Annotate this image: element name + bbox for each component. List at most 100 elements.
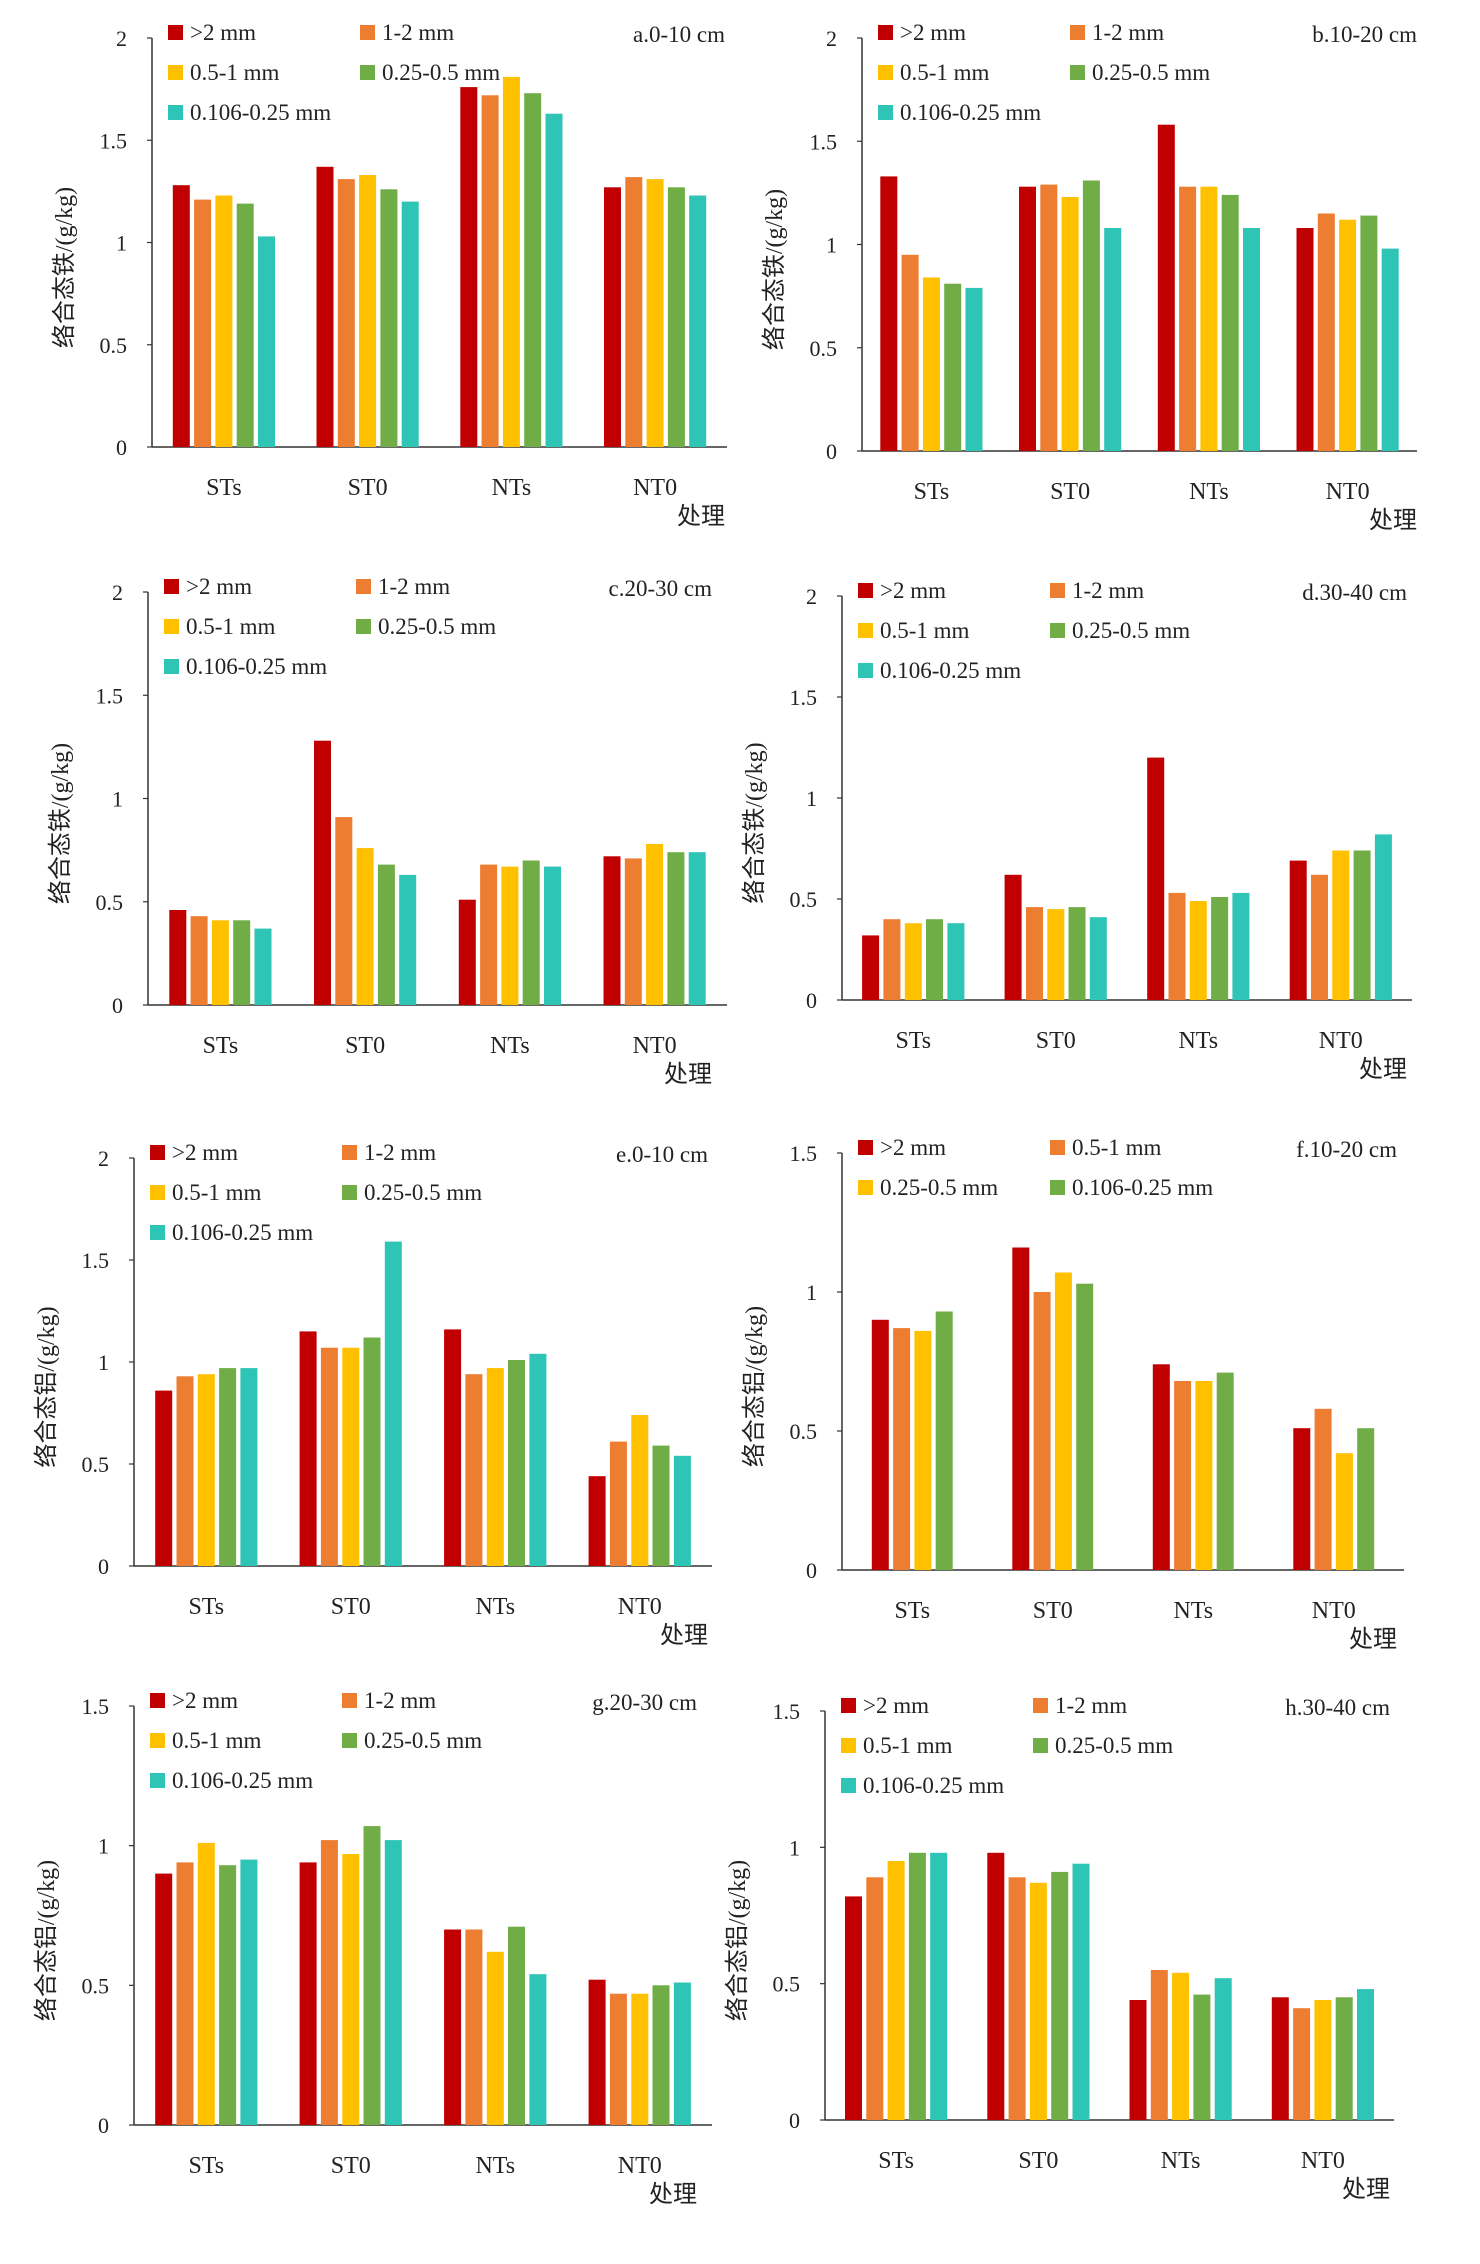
bar [880, 176, 898, 451]
bar [1072, 1863, 1090, 2120]
bar [190, 916, 208, 1005]
bar [1129, 2000, 1147, 2120]
bar [342, 1347, 360, 1566]
y-tick-label: 0 [116, 435, 127, 460]
bar [342, 1854, 360, 2125]
y-axis-label: 络合态铝/(g/kg) [33, 1860, 60, 2021]
bar [399, 874, 417, 1005]
legend-label: 0.106-0.25 mm [900, 100, 1041, 125]
bar [1335, 1453, 1353, 1570]
bar [444, 1929, 462, 2125]
legend-swatch [858, 1140, 873, 1155]
legend-label: 0.25-0.5 mm [1072, 618, 1190, 643]
legend-label: >2 mm [186, 574, 252, 599]
bar [155, 1873, 173, 2125]
panel-label: c.20-30 cm [609, 576, 713, 601]
bar [356, 848, 374, 1005]
bar [524, 93, 542, 447]
bar [1200, 186, 1218, 451]
legend-swatch [356, 619, 371, 634]
bar [1076, 1283, 1094, 1570]
x-category-label: ST0 [331, 1594, 371, 1620]
bar [624, 858, 642, 1005]
bar [233, 920, 251, 1005]
y-tick-label: 0.5 [790, 1419, 818, 1444]
y-tick-label: 0 [98, 2113, 109, 2138]
bar [197, 1842, 215, 2125]
bar [1168, 892, 1186, 1000]
bar [219, 1368, 237, 1566]
legend-swatch [878, 25, 893, 40]
bar [1195, 1381, 1213, 1570]
bar [1317, 213, 1335, 451]
bar [845, 1896, 862, 2120]
bar [1214, 1978, 1232, 2120]
legend-swatch [841, 1778, 856, 1793]
bar [501, 866, 519, 1005]
bar [871, 1319, 889, 1570]
bar [240, 1859, 258, 2125]
bar [631, 1415, 649, 1566]
bar [1157, 124, 1175, 451]
legend-swatch [342, 1185, 357, 1200]
y-tick-label: 1.5 [790, 1141, 818, 1166]
y-tick-label: 1.5 [82, 1248, 110, 1273]
legend-label: 1-2 mm [382, 20, 454, 45]
bar [1357, 1428, 1375, 1570]
bar [1054, 1272, 1072, 1570]
x-category-label: NTs [475, 1594, 515, 1620]
legend-swatch [841, 1698, 856, 1713]
bar [169, 910, 187, 1005]
y-tick-label: 1 [116, 231, 127, 256]
y-tick-label: 2 [98, 1146, 109, 1171]
panel-label: d.30-40 cm [1302, 580, 1407, 605]
legend-label: >2 mm [190, 20, 256, 45]
bar [1296, 228, 1314, 451]
bar [194, 199, 212, 447]
x-category-label: NTs [475, 2153, 515, 2179]
bar [625, 177, 643, 447]
legend-swatch [878, 65, 893, 80]
x-category-label: STs [895, 1028, 931, 1054]
bar [172, 185, 190, 447]
legend-label: 0.106-0.25 mm [172, 1220, 313, 1245]
bar [631, 1993, 649, 2125]
x-category-label: STs [914, 479, 950, 505]
panel-label: e.0-10 cm [616, 1142, 708, 1167]
y-tick-label: 0.5 [773, 1972, 801, 1997]
bar [465, 1374, 483, 1566]
legend-label: 0.5-1 mm [190, 60, 280, 85]
legend-label: >2 mm [172, 1688, 238, 1713]
bar [1314, 1408, 1332, 1570]
legend-label: 0.5-1 mm [172, 1180, 262, 1205]
bar [197, 1374, 215, 1566]
y-tick-label: 0.5 [82, 1973, 110, 1998]
legend-swatch [1050, 623, 1065, 638]
y-tick-label: 1.5 [100, 128, 128, 153]
bar [1012, 1247, 1030, 1570]
y-axis-label: 络合态铝/(g/kg) [741, 1306, 768, 1467]
bar [481, 95, 499, 448]
panel-label: f.10-20 cm [1296, 1137, 1397, 1162]
legend-label: 0.106-0.25 mm [190, 100, 331, 125]
bar [240, 1368, 258, 1566]
legend-swatch [164, 579, 179, 594]
bar [155, 1390, 173, 1566]
bar [1211, 897, 1229, 1000]
y-tick-label: 0.5 [810, 336, 838, 361]
legend-swatch [150, 1185, 165, 1200]
x-category-label: STs [878, 2148, 914, 2174]
bar [1082, 180, 1100, 451]
legend-swatch [342, 1145, 357, 1160]
y-axis-label: 络合态铝/(g/kg) [33, 1306, 60, 1467]
legend-label: 0.106-0.25 mm [186, 654, 327, 679]
bar [460, 87, 478, 447]
legend-swatch [878, 105, 893, 120]
x-axis-label: 处理 [1349, 1626, 1397, 1653]
bar [502, 76, 520, 448]
legend-label: 1-2 mm [1092, 20, 1164, 45]
bar [508, 1360, 525, 1566]
